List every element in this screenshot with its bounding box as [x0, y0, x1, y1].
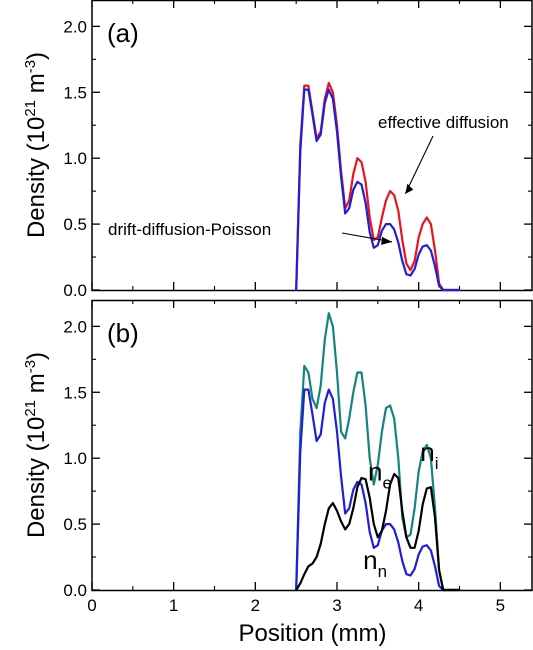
panel-label: (a): [107, 18, 139, 48]
y-label-text: Density (10: [23, 117, 50, 238]
y-tick-label: 2.0: [63, 17, 87, 36]
annotation-arrowhead: [381, 237, 392, 245]
panel-a: 0.0 0.5 1.0 1.5 2.0 Density (1021 m-3) (a) effe…: [22, 0, 532, 300]
curve-label-ne: ne: [368, 457, 392, 493]
x-tick-label: 4: [414, 596, 423, 615]
plot-frame: [92, 301, 532, 591]
curve-label-subscript: i: [435, 454, 439, 473]
y-tick-label: 1.5: [63, 83, 87, 102]
panel-label: (b): [107, 318, 139, 348]
curve-label-nn: nn: [363, 545, 387, 581]
y-label-superscript: -3: [22, 60, 39, 73]
y-tick-label: 1.0: [63, 149, 87, 168]
annotation-arrow-line: [405, 136, 433, 194]
y-tick-label: 0.0: [63, 581, 87, 600]
series-line-n-e: [296, 390, 459, 590]
y-label-text: Density (10: [23, 417, 50, 538]
y-label-superscript: -3: [22, 360, 39, 373]
annotation-drift-diffusion-poisson: drift-diffusion-Poisson: [108, 220, 271, 239]
y-tick-label: 0.5: [63, 215, 87, 234]
x-tick-label: 5: [496, 596, 505, 615]
y-label-superscript: 21: [22, 400, 39, 417]
x-axis-label: Position (mm): [238, 620, 386, 647]
y-tick-label: 1.0: [63, 449, 87, 468]
y-label-text: m: [23, 73, 50, 100]
curve-label-ni: ni: [420, 437, 438, 473]
plot-frame: [92, 1, 532, 291]
y-axis-label: Density (1021 m-3): [22, 352, 50, 538]
y-label-text: ): [23, 352, 50, 360]
x-tick-label: 0: [87, 596, 96, 615]
y-tick-label: 1.5: [63, 383, 87, 402]
y-tick-label: 0.5: [63, 515, 87, 534]
y-label-text: m: [23, 373, 50, 400]
y-label-text: ): [23, 52, 50, 60]
x-tick-label: 2: [251, 596, 260, 615]
annotation-effective-diffusion: effective diffusion: [378, 113, 509, 132]
curve-label-main: n: [420, 437, 434, 467]
series-line-n-i: [296, 313, 459, 590]
y-axis-label: Density (1021 m-3): [22, 52, 50, 238]
curve-label-subscript: e: [383, 474, 392, 493]
x-tick-label: 3: [332, 596, 341, 615]
panel-b: 0 1 2 3 4 5 0.0 0.5 1.0 1.5 2.0 Density (1021 m-3) (…: [22, 300, 532, 615]
curve-label-main: n: [363, 545, 377, 575]
y-tick-label: 2.0: [63, 317, 87, 336]
curve-label-subscript: n: [378, 562, 387, 581]
x-tick-label: 1: [169, 596, 178, 615]
y-label-superscript: 21: [22, 100, 39, 117]
y-tick-label: 0.0: [63, 281, 87, 300]
curve-label-main: n: [368, 457, 382, 487]
